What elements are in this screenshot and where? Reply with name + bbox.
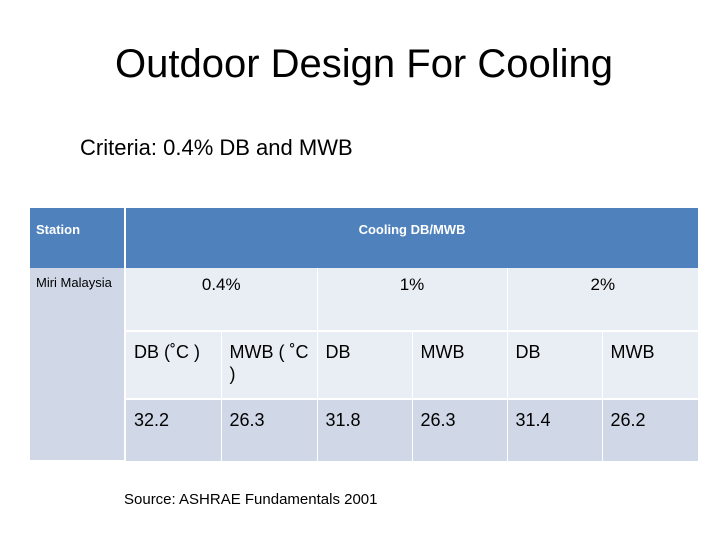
- value-cell: 32.2: [125, 399, 221, 461]
- source-note: Source: ASHRAE Fundamentals 2001: [124, 491, 378, 508]
- percentile-2: 2%: [506, 268, 699, 332]
- criteria-subtitle: Criteria: 0.4% DB and MWB: [80, 135, 353, 160]
- table-header-row: Station Cooling DB/MWB: [30, 208, 699, 268]
- percentile-row: Miri Malaysia 0.4% 1% 2%: [30, 268, 699, 462]
- subheader-mwb: MWB: [601, 331, 699, 400]
- slide-title: Outdoor Design For Cooling: [114, 42, 614, 86]
- subheader-db: DB (˚C ): [125, 331, 221, 400]
- subheader-db: DB: [506, 331, 602, 400]
- value-cell: 31.8: [316, 399, 412, 461]
- subheader-row: DB (˚C ) MWB ( ˚C ) DB MWB DB MWB: [30, 331, 699, 400]
- value-cell: 26.3: [220, 399, 317, 461]
- design-conditions-table: Station Cooling DB/MWB Miri Malaysia 0.4…: [30, 208, 699, 462]
- value-cell: 26.2: [601, 399, 699, 461]
- station-name: Miri Malaysia: [30, 268, 126, 462]
- value-cell: 31.4: [506, 399, 602, 461]
- cooling-header: Cooling DB/MWB: [358, 222, 466, 237]
- value-cell: 26.3: [411, 399, 507, 461]
- subheader-mwb: MWB: [411, 331, 507, 400]
- subheader-db: DB: [316, 331, 412, 400]
- subheader-mwb: MWB ( ˚C ): [220, 331, 317, 400]
- percentile-0-4: 0.4%: [124, 268, 317, 332]
- station-header: Station: [30, 208, 126, 268]
- percentile-1: 1%: [316, 268, 507, 332]
- values-row: 32.2 26.3 31.8 26.3 31.4 26.2: [30, 399, 699, 461]
